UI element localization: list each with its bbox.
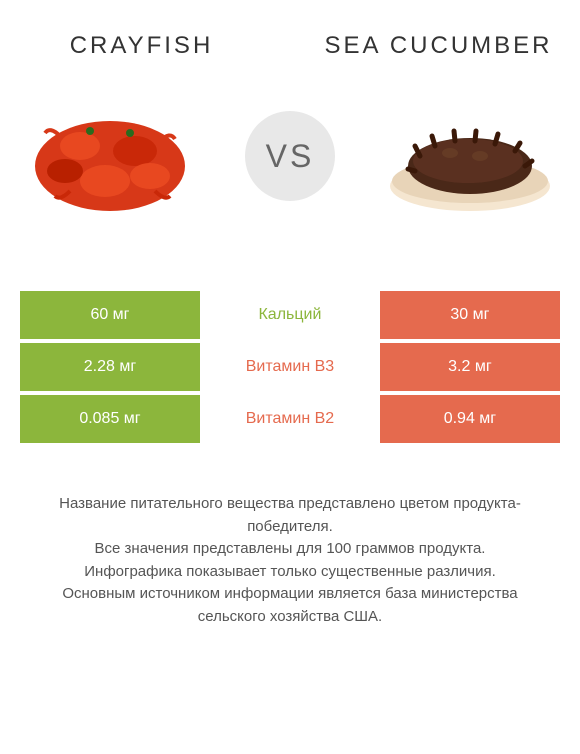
header-row: CRAYFISH SEA CUCUMBER bbox=[20, 30, 560, 61]
nutrient-label-cell: Витамин B3 bbox=[200, 343, 380, 391]
left-value-cell: 0.085 мг bbox=[20, 395, 200, 443]
right-value-cell: 3.2 мг bbox=[380, 343, 560, 391]
vs-badge: VS bbox=[245, 111, 335, 201]
footer-line: Все значения представлены для 100 граммо… bbox=[30, 538, 550, 561]
left-value-cell: 60 мг bbox=[20, 291, 200, 339]
table-row: 2.28 мг Витамин B3 3.2 мг bbox=[20, 343, 560, 391]
nutrient-label-cell: Витамин B2 bbox=[200, 395, 380, 443]
right-value-cell: 0.94 мг bbox=[380, 395, 560, 443]
nutrient-label-cell: Кальций bbox=[200, 291, 380, 339]
table-row: 60 мг Кальций 30 мг bbox=[20, 291, 560, 339]
sea-cucumber-image bbox=[380, 91, 560, 221]
right-value-cell: 30 мг bbox=[380, 291, 560, 339]
footer-line: Инфографика показывает только существенн… bbox=[30, 561, 550, 584]
right-title: SEA CUCUMBER bbox=[317, 30, 560, 61]
footer-text: Название питательного вещества представл… bbox=[20, 493, 560, 628]
footer-line: Основным источником информации является … bbox=[30, 583, 550, 628]
footer-line: Название питательного вещества представл… bbox=[30, 493, 550, 538]
table-row: 0.085 мг Витамин B2 0.94 мг bbox=[20, 395, 560, 443]
left-title: CRAYFISH bbox=[20, 32, 263, 60]
left-value-cell: 2.28 мг bbox=[20, 343, 200, 391]
crayfish-image bbox=[20, 91, 200, 221]
images-row: VS bbox=[20, 91, 560, 221]
nutrition-table: 60 мг Кальций 30 мг 2.28 мг Витамин B3 3… bbox=[20, 291, 560, 443]
